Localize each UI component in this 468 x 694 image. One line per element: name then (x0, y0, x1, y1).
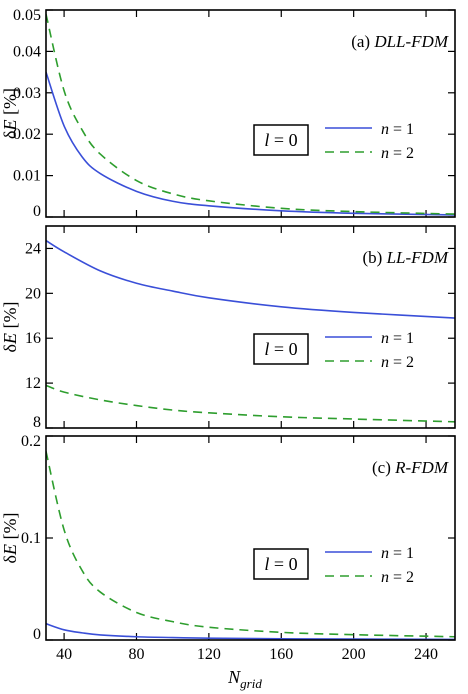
y-axis-label: δE [%] (0, 302, 20, 353)
panel-b: 8 12 16 20 24 (b) LL-FDM n = 1 n = 2 l = 0 δE [%] (0, 225, 456, 431)
y-axis-label: δE [%] (0, 88, 20, 139)
y-tick-label: 0.2 (21, 433, 41, 450)
panel-label: (c) R-FDM (372, 458, 449, 477)
legend-entry: n = 2 (381, 354, 414, 371)
series-line-n2 (46, 384, 455, 423)
l-box (253, 124, 309, 156)
y-tick-label: 24 (25, 240, 41, 257)
y-tick-label: 0.01 (13, 168, 41, 185)
series-line-n2 (46, 13, 455, 215)
legend-entry: n = 2 (381, 145, 414, 162)
x-tick-label: 200 (342, 646, 366, 663)
x-tick-label: 80 (128, 646, 144, 663)
series-line-n1 (46, 239, 455, 319)
legend-entry: n = 1 (381, 121, 414, 138)
y-tick-label: 0.1 (21, 530, 41, 547)
legend-entry: n = 1 (381, 330, 414, 347)
plot-frame (45, 225, 456, 429)
l-box-label: l = 0 (264, 339, 297, 359)
panel-a: 0 0.01 0.02 0.03 0.04 0.05 (a) DLL-FDM n = 1 n =… (0, 7, 456, 220)
legend-entry: n = 1 (381, 545, 414, 562)
x-axis-label: Ngrid (227, 667, 262, 691)
x-tick-label: 160 (269, 646, 293, 663)
plot-frame (45, 9, 456, 218)
y-tick-label: 16 (25, 330, 41, 347)
y-tick-label: 0 (33, 626, 41, 643)
panel-label: (b) LL-FDM (363, 248, 449, 267)
y-tick-label: 8 (33, 414, 41, 431)
plot-frame (45, 435, 456, 641)
l-box-label: l = 0 (264, 554, 297, 574)
y-tick-label: 0.03 (13, 85, 41, 102)
l-box (253, 548, 309, 580)
legend-entry: n = 2 (381, 569, 414, 586)
x-tick-label: 40 (56, 646, 72, 663)
y-tick-label: 20 (25, 285, 41, 302)
series-line-n1 (46, 71, 455, 216)
y-tick-label: 0.02 (13, 126, 41, 143)
y-tick-label: 0.04 (13, 43, 41, 60)
y-tick-label: 0 (33, 203, 41, 220)
series-line-n2 (46, 451, 455, 638)
y-axis-label: δE [%] (0, 513, 20, 564)
series-line-n1 (46, 622, 455, 640)
x-tick-label: 240 (414, 646, 438, 663)
panel-label: (a) DLL-FDM (351, 32, 449, 51)
y-tick-label: 0.05 (13, 7, 41, 24)
panel-c: 0 0.1 0.2 40 80 120 160 200 240 (c) R-FDM n = 1 n =… (0, 433, 456, 663)
l-box-label: l = 0 (264, 130, 297, 150)
l-box (253, 333, 309, 365)
y-tick-label: 12 (25, 375, 41, 392)
x-tick-label: 120 (197, 646, 221, 663)
